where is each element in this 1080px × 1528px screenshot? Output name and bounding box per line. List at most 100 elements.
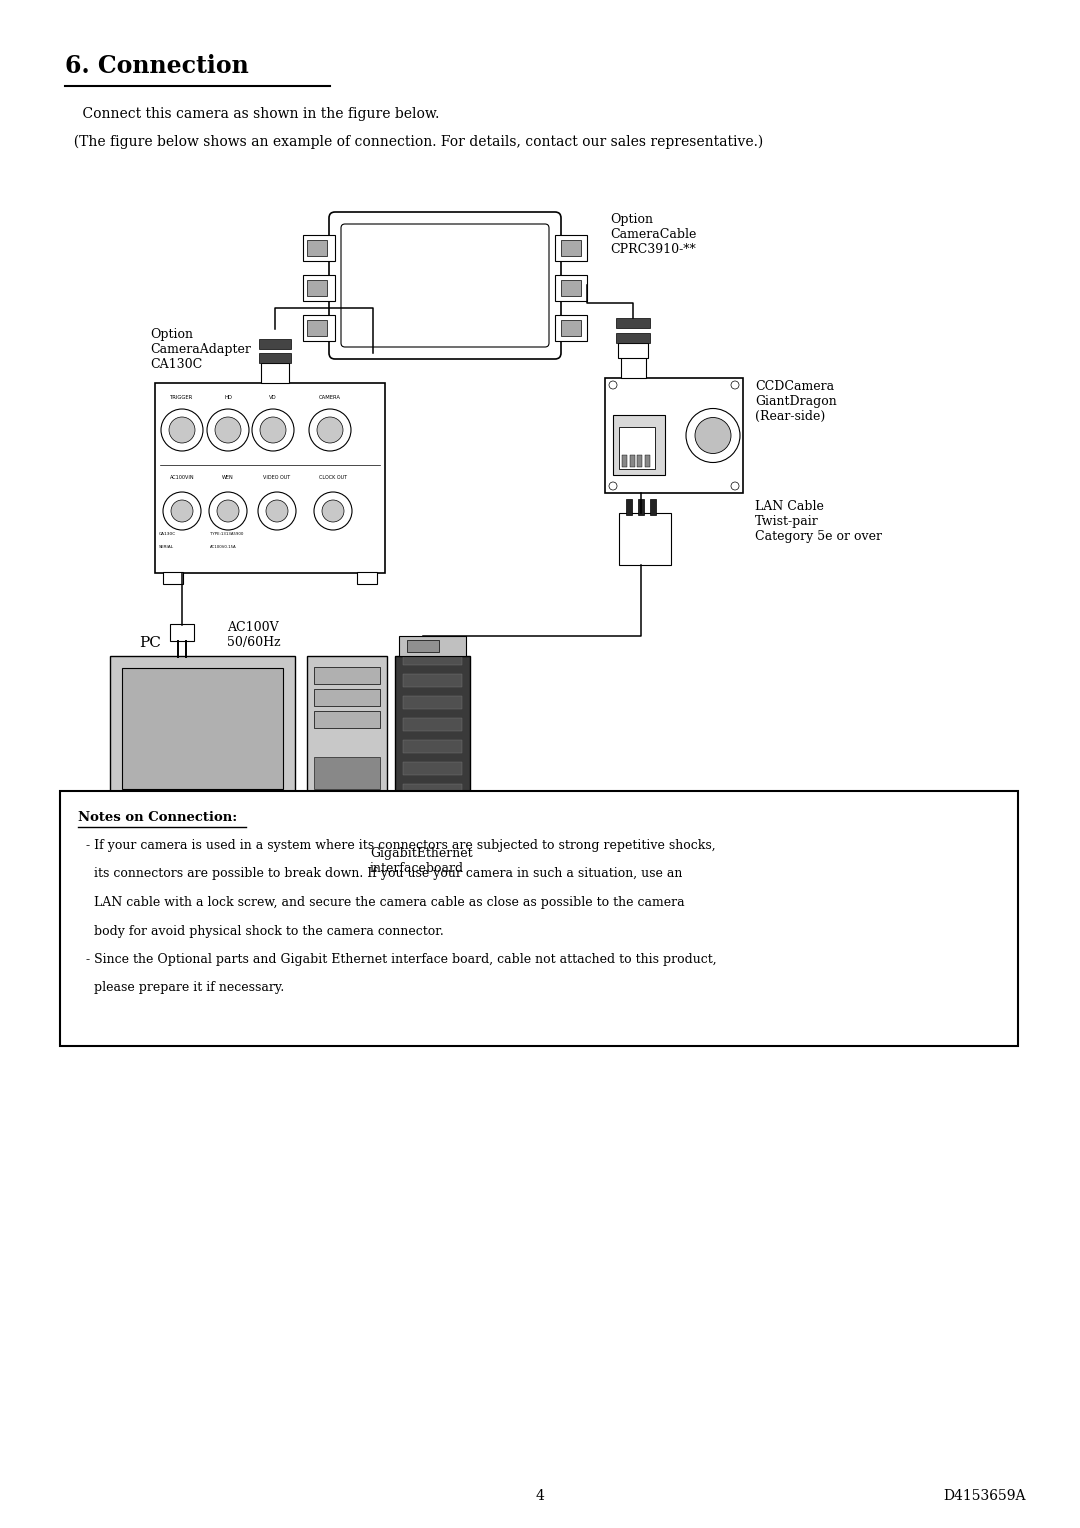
Bar	[285, 851, 293, 859]
Text: Option
CameraAdapter
CA130C: Option CameraAdapter CA130C	[150, 329, 251, 371]
Bar	[561, 319, 581, 336]
Bar	[163, 571, 183, 584]
Text: VD: VD	[269, 396, 276, 400]
Bar	[120, 851, 129, 859]
Text: CLOCK OUT: CLOCK OUT	[319, 475, 347, 480]
Bar	[175, 851, 183, 859]
Bar	[141, 851, 150, 859]
Bar	[618, 342, 648, 358]
Bar	[197, 851, 205, 859]
Bar	[141, 862, 150, 869]
Text: CA130C: CA130C	[159, 532, 176, 536]
Bar	[230, 862, 238, 869]
Bar	[258, 339, 291, 348]
Bar	[185, 801, 220, 824]
Bar	[403, 805, 462, 819]
Bar	[109, 840, 117, 848]
Circle shape	[731, 481, 739, 490]
Bar	[260, 364, 288, 384]
Circle shape	[161, 410, 203, 451]
Bar	[131, 862, 139, 869]
Bar	[186, 851, 194, 859]
Text: - If your camera is used in a system where its connectors are subjected to stron: - If your camera is used in a system whe…	[78, 839, 716, 853]
Bar	[264, 840, 271, 848]
Bar	[175, 862, 183, 869]
Circle shape	[266, 500, 288, 523]
Circle shape	[260, 417, 286, 443]
Bar	[131, 851, 139, 859]
Bar	[252, 840, 260, 848]
Bar	[395, 656, 470, 831]
Bar	[630, 455, 635, 468]
Text: LAN Cable
Twist-pair
Category 5e or over: LAN Cable Twist-pair Category 5e or over	[755, 500, 882, 542]
Text: VIDEO OUT: VIDEO OUT	[264, 475, 291, 480]
Bar	[122, 668, 283, 788]
Text: 6. Connection: 6. Connection	[65, 53, 248, 78]
Bar	[303, 235, 335, 261]
Bar	[197, 862, 205, 869]
Text: HD: HD	[224, 396, 232, 400]
Bar	[241, 851, 249, 859]
Bar	[555, 275, 588, 301]
Text: 4: 4	[536, 1488, 544, 1504]
Circle shape	[215, 417, 241, 443]
Bar	[285, 862, 293, 869]
Bar	[153, 851, 161, 859]
Bar	[296, 851, 303, 859]
Bar	[650, 500, 656, 515]
Text: PC: PC	[139, 636, 161, 649]
Bar	[274, 862, 282, 869]
Bar	[303, 315, 335, 341]
Bar	[403, 652, 462, 665]
Text: - Since the Optional parts and Gigabit Ethernet interface board, cable not attac: - Since the Optional parts and Gigabit E…	[78, 953, 717, 966]
Bar	[208, 862, 216, 869]
Text: (The figure below shows an example of connection. For details, contact our sales: (The figure below shows an example of co…	[65, 134, 764, 150]
Bar	[164, 862, 172, 869]
Bar	[307, 280, 327, 296]
Bar	[621, 356, 646, 377]
Bar	[555, 315, 588, 341]
Bar	[403, 784, 462, 798]
Bar	[258, 353, 291, 364]
Bar	[252, 862, 260, 869]
Bar	[171, 822, 234, 830]
Text: LAN cable with a lock screw, and secure the camera cable as close as possible to: LAN cable with a lock screw, and secure …	[78, 895, 685, 909]
Text: Connect this camera as shown in the figure below.: Connect this camera as shown in the figu…	[65, 107, 440, 121]
Bar	[186, 862, 194, 869]
Circle shape	[163, 492, 201, 530]
Bar	[186, 840, 194, 848]
Bar	[208, 851, 216, 859]
Bar	[175, 840, 183, 848]
Bar	[605, 377, 743, 494]
Circle shape	[322, 500, 345, 523]
Bar	[219, 851, 227, 859]
Bar	[307, 656, 387, 831]
Bar	[314, 689, 380, 706]
Circle shape	[210, 492, 247, 530]
Text: SERIAL: SERIAL	[159, 545, 174, 549]
Bar	[403, 674, 462, 688]
Bar	[60, 792, 1018, 1047]
Text: body for avoid physical shock to the camera connector.: body for avoid physical shock to the cam…	[78, 924, 444, 938]
Text: CAMERA: CAMERA	[319, 396, 341, 400]
Bar	[314, 668, 380, 685]
Bar	[296, 840, 303, 848]
Bar	[616, 318, 650, 329]
Bar	[561, 240, 581, 257]
Bar	[109, 862, 117, 869]
Bar	[626, 500, 632, 515]
Text: Notes on Connection:: Notes on Connection:	[78, 811, 238, 824]
Text: please prepare it if necessary.: please prepare it if necessary.	[78, 981, 284, 995]
Text: CCDCamera
GiantDragon
(Rear-side): CCDCamera GiantDragon (Rear-side)	[755, 380, 837, 423]
Bar	[241, 840, 249, 848]
Bar	[131, 840, 139, 848]
Bar	[170, 623, 194, 642]
Circle shape	[314, 492, 352, 530]
Bar	[303, 275, 335, 301]
Text: its connectors are possible to break down. If you use your camera in such a situ: its connectors are possible to break dow…	[78, 868, 683, 880]
Text: GigabitEthernet
interfaceboard: GigabitEthernet interfaceboard	[370, 847, 473, 876]
Circle shape	[731, 380, 739, 390]
Bar	[230, 851, 238, 859]
Bar	[264, 862, 271, 869]
Circle shape	[364, 807, 378, 821]
